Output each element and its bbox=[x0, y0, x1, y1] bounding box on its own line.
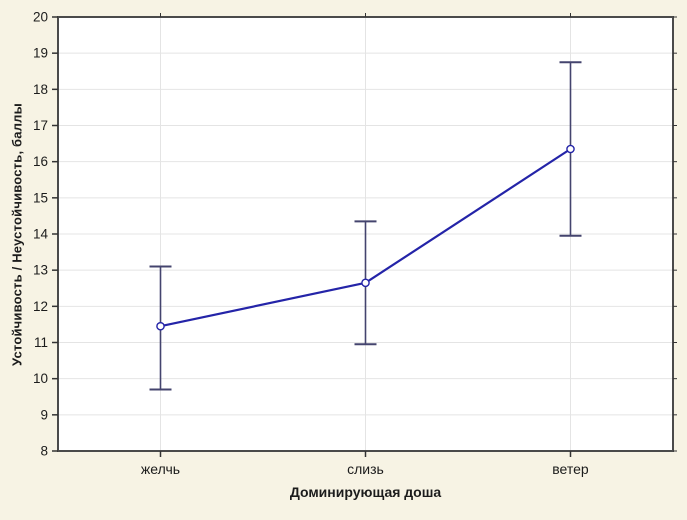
y-tick-label: 14 bbox=[33, 227, 49, 242]
x-category-label: желчь bbox=[141, 461, 180, 477]
y-tick-label: 12 bbox=[33, 299, 48, 314]
y-tick-label: 19 bbox=[33, 46, 48, 61]
x-axis-title: Доминирующая доша bbox=[289, 484, 442, 500]
y-tick-label: 8 bbox=[40, 444, 48, 459]
data-point-marker bbox=[566, 144, 575, 154]
x-category-label: ветер bbox=[552, 461, 589, 477]
y-tick-label: 18 bbox=[33, 82, 48, 97]
y-tick-label: 10 bbox=[33, 371, 48, 386]
y-axis-title: Устойчивость / Неустойчивость, баллы bbox=[9, 103, 25, 366]
y-tick-label: 17 bbox=[33, 118, 48, 133]
y-tick-label: 15 bbox=[33, 190, 48, 205]
y-tick-label: 9 bbox=[40, 407, 48, 422]
y-tick-label: 20 bbox=[33, 10, 48, 25]
data-point-marker bbox=[156, 321, 165, 331]
y-tick-label: 11 bbox=[34, 335, 48, 350]
y-tick-label: 13 bbox=[33, 263, 48, 278]
x-category-label: слизь bbox=[347, 461, 384, 477]
data-point-marker bbox=[361, 278, 370, 288]
y-tick-label: 16 bbox=[33, 154, 48, 169]
